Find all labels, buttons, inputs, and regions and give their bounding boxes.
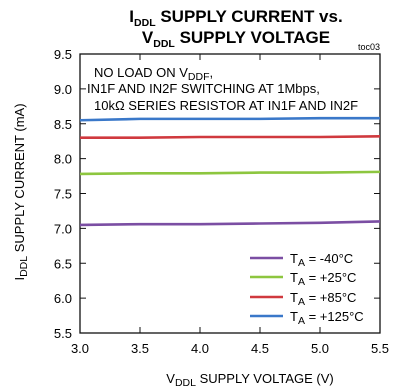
y-tick-label: 9.5: [54, 47, 72, 62]
chart-title-line2: VDDL SUPPLY VOLTAGE: [142, 28, 330, 50]
figure-id: toc03: [358, 42, 380, 52]
y-tick-label: 7.0: [54, 221, 72, 236]
series-line-3: [80, 135, 381, 139]
y-tick-label: 7.5: [54, 187, 72, 202]
y-tick-label: 9.0: [54, 82, 72, 97]
x-tick-label: 3.5: [131, 341, 149, 356]
legend-label-1: TA = -40°C: [290, 251, 353, 269]
series-line-4: [79, 116, 380, 122]
chart-title-line1: IDDL SUPPLY CURRENT vs.: [129, 7, 342, 29]
y-tick-label: 8.0: [54, 152, 72, 167]
y-tick-label: 6.5: [54, 256, 72, 271]
annotation-line2: IN1F AND IN2F SWITCHING AT 1Mbps,: [87, 81, 320, 96]
x-tick-label: 5.0: [311, 341, 329, 356]
series-line-2: [79, 170, 381, 176]
series-line-1: [79, 220, 381, 227]
annotation-line3: 10kΩ SERIES RESISTOR AT IN1F AND IN2F: [94, 98, 358, 113]
y-tick-label: 5.5: [54, 326, 72, 341]
x-tick-label: 4.5: [251, 341, 269, 356]
y-axis-label: IDDL SUPPLY CURRENT (mA): [12, 103, 30, 280]
x-tick-label: 5.5: [371, 341, 389, 356]
annotation-line1: NO LOAD ON VDDF,: [94, 65, 213, 83]
legend-label-4: TA = +125°C: [290, 309, 364, 327]
y-tick-label: 8.5: [54, 117, 72, 132]
legend-label-2: TA = +25°C: [290, 270, 356, 288]
legend-label-3: TA = +85°C: [290, 290, 356, 308]
x-tick-label: 3.0: [71, 341, 89, 356]
x-tick-label: 4.0: [191, 341, 209, 356]
x-axis-label: VDDL SUPPLY VOLTAGE (V): [166, 371, 333, 389]
y-tick-label: 6.0: [54, 291, 72, 306]
plot-area: 3.0 3.5 4.0 4.5 5.0 5.5 9.5 9.0 8.5 8.0 7.5 7.0 6.5 6…: [54, 47, 389, 356]
